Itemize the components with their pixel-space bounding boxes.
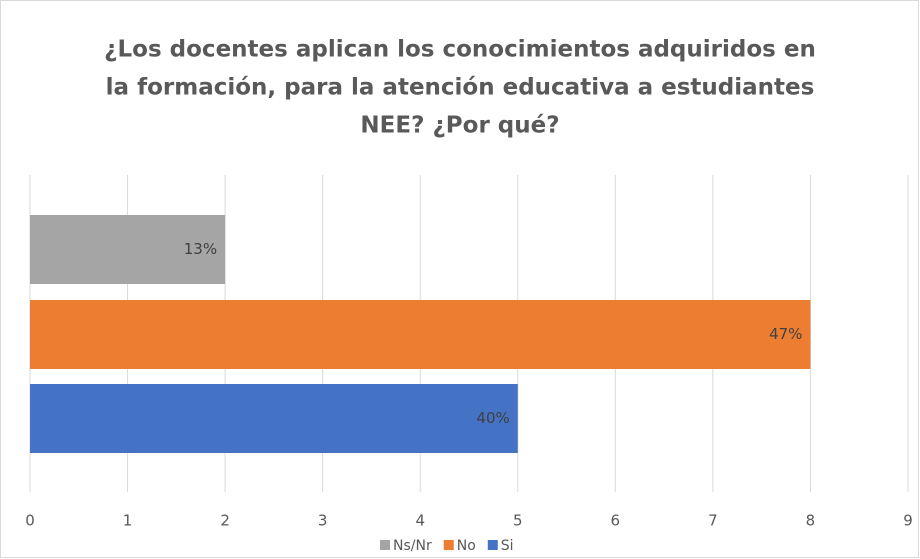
x-tick-label: 9 [903,512,913,530]
legend-label: Si [501,538,514,554]
legend-swatch [443,540,454,550]
x-tick-label: 3 [318,512,328,530]
chart-title: NEE? ¿Por qué? [360,113,559,139]
legend-label: Ns/Nr [393,538,432,554]
bar [30,215,226,284]
legend-swatch [487,540,498,550]
bar [30,384,518,453]
data-label: 13% [184,240,217,258]
bar [30,300,811,369]
x-tick-label: 6 [611,512,621,530]
x-tick-label: 8 [806,512,816,530]
x-tick-label: 5 [513,512,523,530]
legend-swatch [380,540,390,550]
data-label: 40% [476,409,509,427]
data-label: 47% [769,325,802,343]
chart-title: la formación, para la atención educativa… [106,75,815,101]
x-tick-label: 2 [220,512,230,530]
x-tick-label: 4 [415,512,425,530]
x-tick-label: 1 [123,512,133,530]
x-tick-label: 7 [708,512,718,530]
chart-title: ¿Los docentes aplican los conocimientos … [104,37,816,63]
legend-label: No [457,538,476,554]
x-tick-label: 0 [25,512,35,530]
